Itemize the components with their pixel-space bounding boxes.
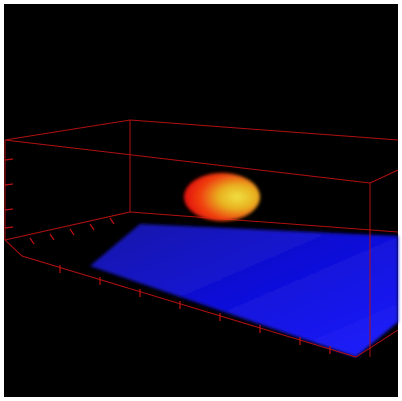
point-cloud-blob: [184, 173, 260, 221]
blue-slab: [90, 224, 398, 357]
bounding-box-front: [4, 139, 399, 358]
axis-ticks: [4, 158, 331, 354]
bounding-box-back: [4, 119, 399, 241]
